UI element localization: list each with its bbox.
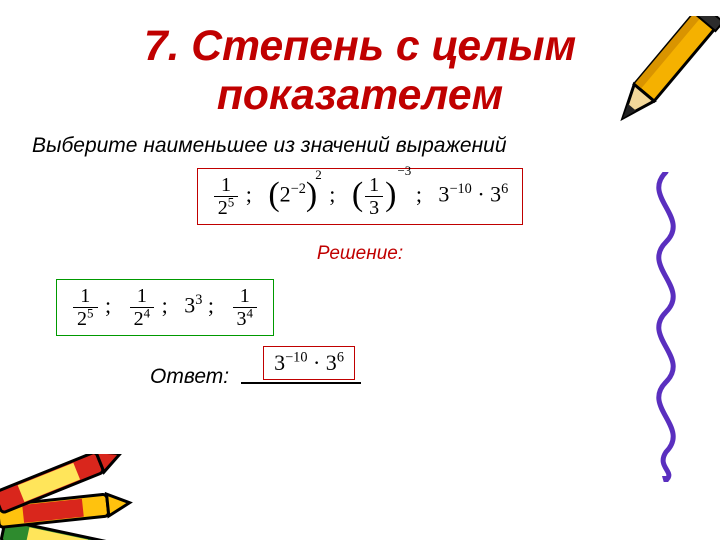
solution-label: Решение: [0, 243, 720, 265]
answer-row: Ответ: 3−10 · 36 [150, 360, 720, 394]
answer-box: 3−10 · 36 [263, 346, 355, 380]
pencil-icon [610, 16, 720, 146]
solution-label-text: Решение: [317, 243, 403, 264]
title-line1: 7. Степень с целым [144, 22, 576, 70]
answer-blank [241, 382, 361, 384]
squiggle-icon [636, 172, 696, 482]
subtitle-text: Выберите наименьшее из значений выражени… [32, 134, 507, 157]
crayons-icon [0, 454, 162, 540]
expression-box: 125 ; (2−2)2 ; (13)−3 ; 3−10 · 36 [197, 168, 524, 225]
simplified-box: 125 ; 124 ; 33 ; 134 [56, 279, 274, 336]
title-line2: показателем [217, 71, 503, 119]
answer-label: Ответ: [150, 365, 229, 389]
